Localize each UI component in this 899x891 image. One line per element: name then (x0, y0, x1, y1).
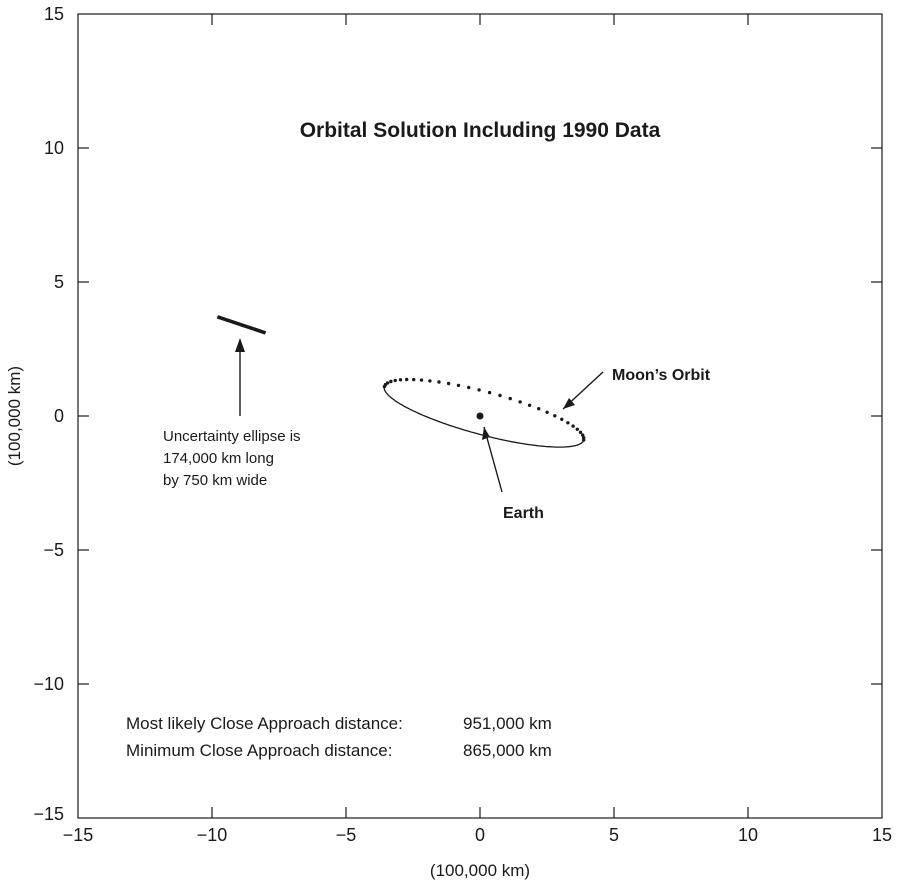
moon-orbit-dot (477, 388, 481, 392)
moon-orbit-dot (428, 379, 432, 383)
moon-orbit-label: Moon’s Orbit (612, 367, 711, 384)
minimum-close-approach-value: 865,000 km (463, 741, 552, 760)
y-axis-tick-labels: 15 10 5 0 −5 −10 −15 (33, 4, 64, 824)
most-likely-close-approach-label: Most likely Close Approach distance: (126, 714, 403, 733)
moon-orbit-dot (575, 427, 579, 431)
moon-orbit-dot (498, 393, 502, 398)
moon-orbit-dot (518, 400, 522, 404)
moon-orbit-dot (566, 421, 570, 425)
y-tick-label: 15 (44, 4, 64, 24)
moon-orbit-dot (571, 424, 575, 428)
uncertainty-annotation-line-3: by 750 km wide (163, 472, 267, 489)
x-tick-label: 10 (738, 825, 758, 845)
moon-orbit-dot (537, 407, 541, 411)
moon-orbit-dot (393, 378, 397, 383)
y-tick-label: 10 (44, 138, 64, 158)
y-tick-label: −15 (33, 804, 64, 824)
moon-orbit-dot (456, 383, 461, 388)
x-axis-label: (100,000 km) (430, 861, 530, 880)
moon-orbit-dot (545, 410, 549, 414)
moon-orbit-dot (382, 384, 387, 389)
minimum-close-approach-label: Minimum Close Approach distance: (126, 741, 392, 760)
y-axis-label: (100,000 km) (5, 366, 24, 466)
x-tick-label: 5 (609, 825, 619, 845)
most-likely-close-approach-value: 951,000 km (463, 714, 552, 733)
moon-orbit-dot (560, 417, 564, 421)
moon-orbit-dot (508, 396, 512, 401)
y-axis-ticks (78, 147, 882, 685)
uncertainty-annotation-line-1: Uncertainty ellipse is (163, 428, 301, 445)
moon-orbit-dot (467, 385, 471, 390)
moon-orbit-arrow-head (563, 398, 575, 409)
moon-orbit-dot (389, 379, 393, 384)
earth-arrow-head (482, 427, 490, 440)
uncertainty-annotation-line-2: 174,000 km long (163, 450, 274, 467)
moon-orbit-dot (527, 403, 532, 407)
moon-orbit-dot (581, 433, 585, 437)
moon-orbit-dot (553, 414, 557, 418)
plot-frame (77, 13, 883, 819)
y-tick-label: 5 (54, 272, 64, 292)
moon-orbit-dot (578, 430, 583, 434)
moon-orbit-dot (398, 378, 403, 382)
moon-orbit-ellipse (382, 377, 586, 448)
x-tick-label: −5 (336, 825, 357, 845)
uncertainty-arrow-head (235, 338, 245, 352)
earth-label: Earth (503, 505, 544, 522)
moon-orbit-dot (437, 380, 441, 384)
moon-orbit-solid-arc (383, 386, 585, 448)
moon-orbit-dot (412, 377, 416, 382)
moon-orbit-dot (582, 436, 586, 440)
x-tick-label: 15 (872, 825, 892, 845)
x-tick-label: 0 (475, 825, 485, 845)
x-tick-label: −10 (197, 825, 228, 845)
uncertainty-ellipse-segment (216, 315, 267, 335)
moon-orbit-dot (446, 381, 451, 386)
x-axis-ticks (211, 14, 749, 818)
moon-orbit-dot (487, 390, 492, 395)
moon-orbit-dot (405, 377, 409, 382)
earth-point (476, 412, 484, 420)
y-tick-label: −10 (33, 674, 64, 694)
x-axis-tick-labels: −15 −10 −5 0 5 10 15 (63, 825, 892, 845)
y-tick-label: 0 (54, 406, 64, 426)
y-tick-label: −5 (43, 540, 64, 560)
moon-orbit-dot (419, 378, 424, 382)
chart-title: Orbital Solution Including 1990 Data (300, 119, 661, 142)
x-tick-label: −15 (63, 825, 94, 845)
